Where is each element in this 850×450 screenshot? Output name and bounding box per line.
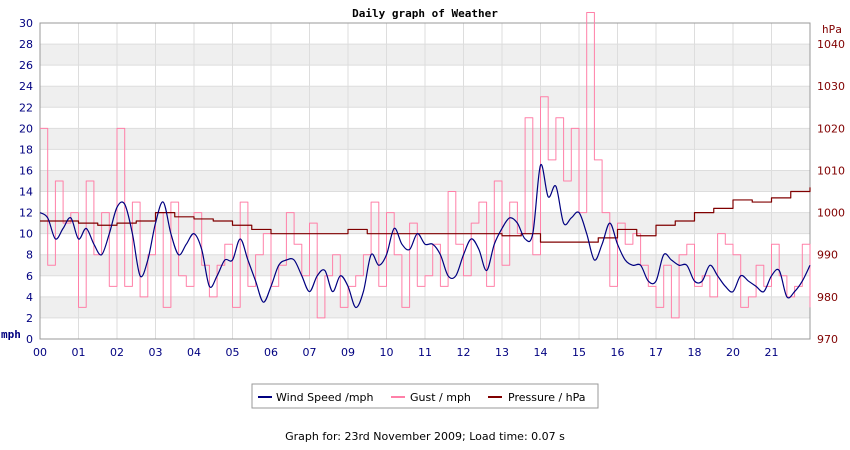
chart-title: Daily graph of Weather	[352, 7, 498, 20]
x-tick-label: 16	[611, 346, 625, 359]
legend-label-pressure: Pressure / hPa	[508, 391, 586, 404]
x-tick-label: 17	[649, 346, 663, 359]
y-right-tick-label: 1000	[817, 207, 845, 220]
y-left-tick-label: 20	[19, 122, 33, 135]
x-tick-label: 03	[149, 346, 163, 359]
x-tick-label: 15	[572, 346, 586, 359]
x-tick-label: 02	[110, 346, 124, 359]
y-right-tick-label: 1040	[817, 38, 845, 51]
x-tick-label: 07	[303, 346, 317, 359]
x-tick-label: 20	[726, 346, 740, 359]
y-right-tick-label: 1030	[817, 80, 845, 93]
x-tick-label: 00	[33, 346, 47, 359]
y-left-tick-label: 4	[26, 291, 33, 304]
y-left-tick-label: 6	[26, 270, 33, 283]
x-tick-label: 06	[264, 346, 278, 359]
legend-box	[251, 383, 599, 409]
y-right-tick-label: 1010	[817, 164, 845, 177]
y-left-tick-label: 30	[19, 17, 33, 30]
y-left-tick-label: 14	[19, 186, 33, 199]
x-tick-label: 05	[226, 346, 240, 359]
legend: Wind Speed /mph Gust / mph Pressure / hP…	[251, 383, 599, 409]
series-wind-speed	[39, 164, 811, 309]
x-tick-label: 10	[380, 346, 394, 359]
y-right-tick-label: 970	[817, 333, 838, 346]
y-right-tick-label: 1020	[817, 122, 845, 135]
plot-frame	[39, 22, 811, 340]
y-left-tick-label: 26	[19, 59, 33, 72]
y-left-tick-label: 2	[26, 312, 33, 325]
y-right-unit-label: hPa	[822, 23, 842, 36]
y-right-tick-label: 980	[817, 291, 838, 304]
x-tick-label: 04	[187, 346, 201, 359]
y-left-tick-label: 28	[19, 38, 33, 51]
y-left-tick-label: 22	[19, 101, 33, 114]
y-left-tick-label: 18	[19, 143, 33, 156]
series-layer	[39, 11, 811, 319]
series-gust	[40, 11, 811, 319]
x-tick-label: 13	[495, 346, 509, 359]
x-tick-label: 09	[341, 346, 355, 359]
x-tick-labels: 00 01 02 03 04 05 06 07 09 10 11 12 13 14 15 16 17 18 20 21	[33, 346, 779, 359]
y-left-unit-label: mph	[1, 328, 21, 341]
x-tick-label: 21	[765, 346, 779, 359]
legend-label-gust: Gust / mph	[410, 391, 471, 404]
x-tick-label: 11	[418, 346, 432, 359]
x-tick-label: 01	[72, 346, 86, 359]
y-right-tick-label: 990	[817, 249, 838, 262]
y-left-tick-label: 8	[26, 249, 33, 262]
x-tick-label: 12	[457, 346, 471, 359]
footer-text: Graph for: 23rd November 2009; Load time…	[285, 430, 565, 443]
y-left-tick-label: 0	[26, 333, 33, 346]
y-left-tick-label: 10	[19, 228, 33, 241]
x-tick-label: 14	[534, 346, 548, 359]
y-left-tick-label: 12	[19, 207, 33, 220]
legend-label-wind: Wind Speed /mph	[276, 391, 374, 404]
y-right-tick-labels: 970 980 990 1000 1010 1020 1030 1040	[817, 38, 845, 346]
series-pressure	[40, 187, 811, 243]
x-tick-label: 18	[688, 346, 702, 359]
y-left-tick-label: 24	[19, 80, 33, 93]
y-left-tick-label: 16	[19, 164, 33, 177]
